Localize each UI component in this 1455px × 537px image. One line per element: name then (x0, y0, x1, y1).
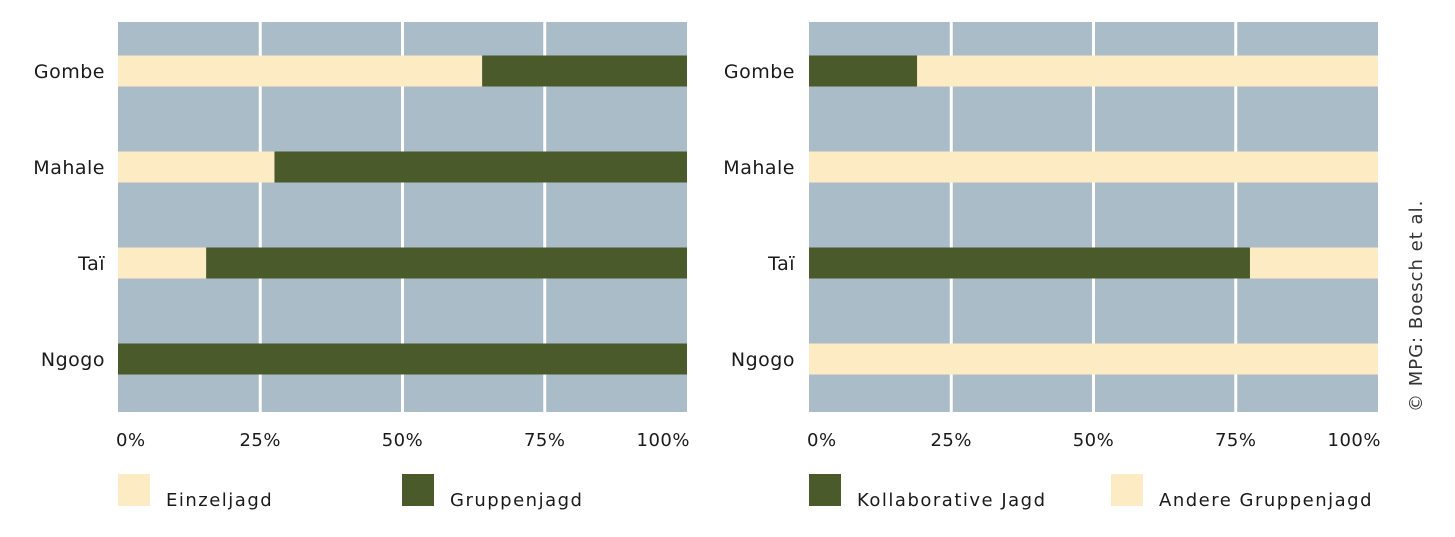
category-label-ngogo: Ngogo (731, 349, 795, 371)
bar-gombe-gruppenjagd (482, 55, 687, 87)
x-tick-label: 25% (239, 430, 281, 451)
legend-label-andere-gruppenjagd: Andere Gruppenjagd (1159, 490, 1373, 511)
category-label-tai: Taï (77, 253, 105, 275)
legend-swatch-andere-gruppenjagd (1111, 474, 1143, 506)
x-tick-label: 100% (637, 430, 690, 451)
x-tick-label: 0% (807, 430, 837, 451)
chart-einzeljagd-gruppenjagd: Gombe Mahale Taï Ngogo 0% 25% 50% 75% 100% Einzel… (33, 22, 690, 511)
legend-label-kollaborative-jagd: Kollaborative Jagd (857, 490, 1047, 511)
category-label-mahale: Mahale (723, 157, 795, 179)
legend-swatch-einzeljagd (118, 474, 150, 506)
legend-swatch-kollaborative-jagd (809, 474, 841, 506)
x-tick-label: 25% (930, 430, 972, 451)
bar-tai-einzeljagd (118, 247, 207, 279)
category-label-tai: Taï (767, 253, 795, 275)
chart-kollaborative-jagd: Gombe Mahale Taï Ngogo 0% 25% 50% 75% 100% Kollab… (723, 22, 1381, 511)
legend-label-einzeljagd: Einzeljagd (166, 490, 273, 511)
bar-gombe-andere-gruppenjagd (917, 55, 1378, 87)
bar-ngogo-gruppenjagd (118, 343, 687, 375)
legend-swatch-gruppenjagd (402, 474, 434, 506)
x-tick-label: 75% (524, 430, 566, 451)
bar-mahale-einzeljagd (118, 151, 275, 183)
credit-text: © MPG: Boesch et al. (1406, 200, 1427, 412)
x-tick-label: 0% (116, 430, 146, 451)
category-label-mahale: Mahale (33, 157, 105, 179)
x-tick-label: 75% (1215, 430, 1257, 451)
bar-tai-andere-gruppenjagd (1249, 247, 1378, 279)
category-label-gombe: Gombe (724, 61, 795, 83)
bar-mahale-andere-gruppenjagd (809, 151, 1378, 183)
category-label-gombe: Gombe (34, 61, 105, 83)
x-tick-label: 50% (382, 430, 424, 451)
bar-mahale-gruppenjagd (274, 151, 687, 183)
category-label-ngogo: Ngogo (41, 349, 105, 371)
x-tick-label: 50% (1073, 430, 1115, 451)
bar-tai-gruppenjagd (206, 247, 687, 279)
bar-ngogo-andere-gruppenjagd (809, 343, 1378, 375)
bar-tai-kollaborative-jagd (809, 247, 1250, 279)
bar-gombe-einzeljagd (118, 55, 483, 87)
x-tick-label: 100% (1328, 430, 1381, 451)
legend-label-gruppenjagd: Gruppenjagd (450, 490, 583, 511)
bar-gombe-kollaborative-jagd (809, 55, 918, 87)
